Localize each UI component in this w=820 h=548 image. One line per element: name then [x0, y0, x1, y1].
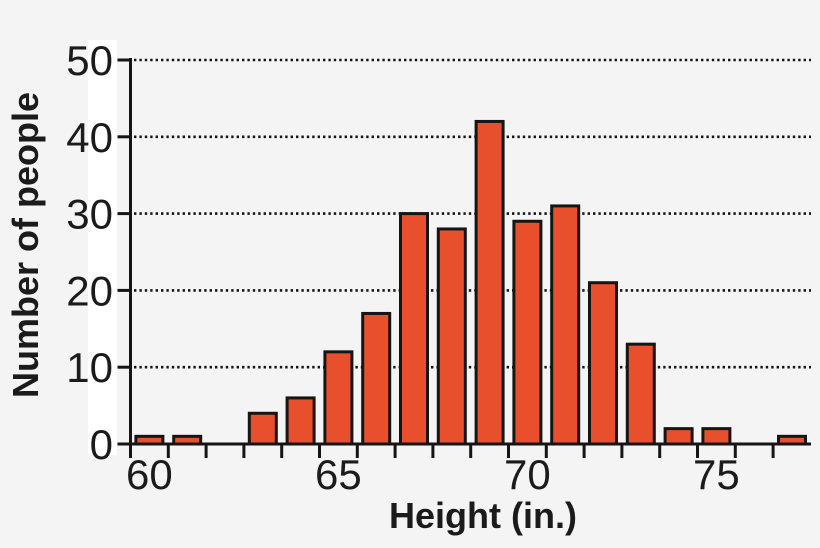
y-tick-label-50: 50: [66, 37, 113, 84]
y-tick-label-40: 40: [66, 114, 113, 161]
x-tick-label-65: 65: [315, 451, 362, 498]
bar-63: [247, 411, 278, 446]
bar-68: [436, 227, 467, 446]
y-tick-label-30: 30: [66, 191, 113, 238]
y-tick-label-20: 20: [66, 267, 113, 314]
bar-66: [361, 311, 392, 446]
x-tick-label-60: 60: [126, 451, 173, 498]
x-tick-label-70: 70: [504, 451, 551, 498]
bar-60: [134, 434, 165, 446]
bar-64: [285, 396, 316, 446]
bar-72: [588, 281, 618, 446]
bar-67: [399, 212, 429, 446]
y-tick-label-0: 0: [90, 421, 113, 468]
bar-65: [323, 350, 354, 446]
bar-70: [512, 219, 543, 446]
y-axis-title: Number of people: [5, 92, 46, 398]
bar-71: [550, 204, 581, 446]
y-tick-label-backdrop: [88, 40, 117, 455]
y-tick-label-10: 10: [66, 344, 113, 391]
bar-75: [701, 427, 732, 446]
bar-69: [474, 119, 505, 446]
bar-74: [663, 427, 694, 446]
x-tick-label-75: 75: [693, 451, 740, 498]
bar-73: [625, 342, 656, 446]
bar-77: [777, 434, 807, 446]
bar-61: [172, 434, 203, 446]
x-axis-title: Height (in.): [389, 495, 577, 536]
